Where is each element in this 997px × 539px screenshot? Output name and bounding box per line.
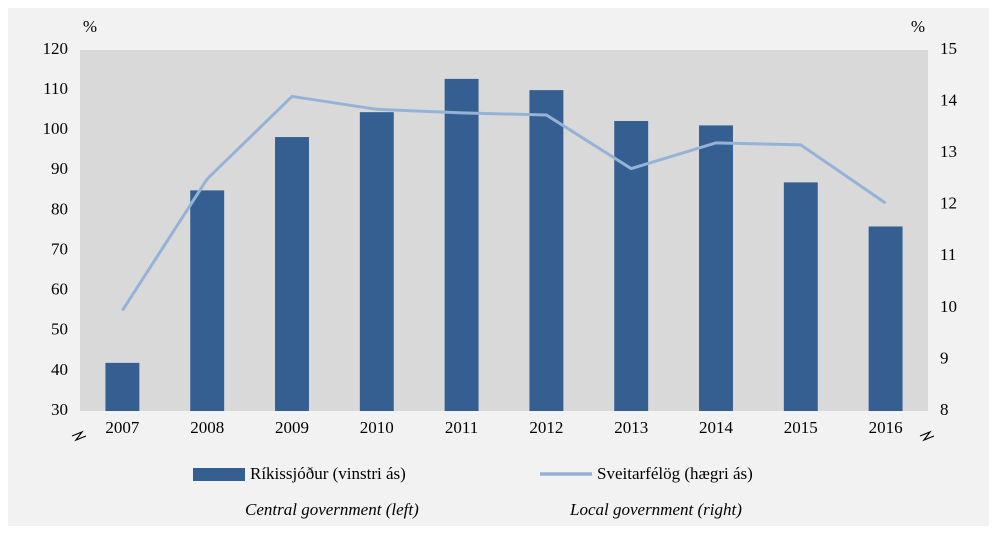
legend-label: Sveitarfélög (hægri ás)	[597, 464, 753, 483]
x-tick-label: 2011	[445, 418, 478, 437]
bar	[275, 137, 309, 411]
y-axis-label: %	[83, 17, 97, 36]
y-tick-label: 50	[51, 320, 68, 339]
y2-tick-label: 14	[940, 90, 958, 109]
y2-tick-label: 11	[940, 245, 956, 264]
bar	[444, 78, 479, 411]
bar	[190, 190, 225, 411]
y2-axis-label: %	[911, 17, 925, 36]
y-tick-label: 110	[43, 79, 68, 98]
x-tick-label: 2012	[529, 418, 563, 437]
axis-break	[71, 430, 87, 442]
y2-tick-label: 9	[940, 348, 949, 367]
y-tick-label: 120	[43, 39, 69, 58]
y2-tick-label: 12	[940, 194, 957, 213]
x-tick-label: 2014	[699, 418, 734, 437]
x-tick-label: 2013	[614, 418, 648, 437]
x-tick-label: 2008	[190, 418, 224, 437]
y2-tick-label: 8	[940, 400, 949, 419]
y-tick-label: 100	[43, 119, 69, 138]
line	[121, 94, 887, 312]
y-tick-label: 80	[51, 199, 68, 218]
y-tick-label: 90	[51, 159, 68, 178]
y2-tick-label: 10	[940, 297, 957, 316]
bar	[105, 362, 140, 411]
x-tick-label: 2009	[275, 418, 309, 437]
y2-tick-label: 15	[940, 39, 957, 58]
y-tick-label: 30	[51, 400, 68, 419]
x-tick-label: 2007	[105, 418, 140, 437]
legend-translation: Central government (left)	[245, 500, 419, 519]
y-tick-label: 70	[51, 239, 68, 258]
y-tick-label: 60	[51, 280, 68, 299]
x-tick-label: 2015	[784, 418, 818, 437]
legend-swatch-bar	[193, 468, 245, 481]
bar	[783, 182, 818, 411]
bar	[359, 112, 394, 411]
x-tick-label: 2016	[869, 418, 903, 437]
bar	[868, 226, 903, 411]
legend-label: Ríkissjóður (vinstri ás)	[250, 464, 406, 483]
bar	[699, 125, 733, 412]
y-tick-label: 40	[51, 360, 68, 379]
y2-tick-label: 13	[940, 142, 957, 161]
bar	[529, 90, 564, 411]
axis-break	[919, 430, 935, 442]
x-tick-label: 2010	[360, 418, 394, 437]
legend-translation: Local government (right)	[569, 500, 742, 519]
